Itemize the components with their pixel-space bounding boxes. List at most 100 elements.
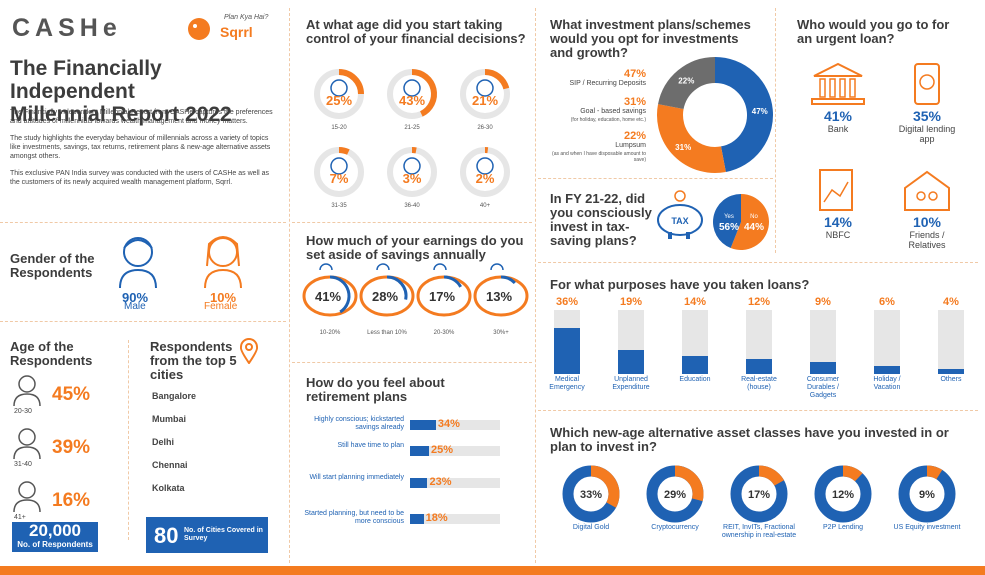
urgent-loan-pct: 14%	[823, 214, 853, 230]
loan-purpose-category: Consumer Durables / Gadgets	[806, 376, 840, 399]
face-icon	[330, 157, 348, 175]
loan-purpose-category: Unplanned Expenditure	[612, 376, 650, 391]
intro-paragraph-2: The study highlights the everyday behavi…	[10, 135, 271, 160]
age-control-label: 21%	[472, 93, 498, 108]
retirement-category: Highly conscious; kickstarted savings al…	[314, 416, 404, 431]
loan-purpose-title: For what purposes have you taken loans?	[550, 277, 810, 292]
alt-asset-value	[758, 465, 784, 486]
age-group-label: 31-40	[14, 461, 32, 468]
retirement-category: Still have time to plan	[337, 442, 404, 449]
piggy-value-arc	[329, 275, 351, 314]
piggy-value-arc	[386, 275, 408, 300]
alt-asset-value	[590, 465, 620, 508]
retirement-bar-track	[410, 420, 500, 430]
savings-label: 28%	[372, 289, 398, 304]
age-control-label: 3%	[403, 171, 422, 186]
investment-slice-label: 22%	[678, 76, 694, 85]
loan-purpose-pct: 9%	[815, 296, 831, 308]
retirement-bar	[410, 420, 436, 430]
retirement-label: 18%	[425, 512, 448, 524]
intro-text: The Financially Independent Millennial R…	[10, 108, 280, 187]
tax-slice	[730, 194, 769, 250]
investment-slice	[657, 104, 726, 173]
age-control-label: 2%	[476, 171, 495, 186]
alt-asset-category: Digital Gold	[572, 524, 610, 531]
tax-no-pct: 44%	[744, 222, 764, 233]
face-icon	[330, 79, 348, 97]
face-icon	[403, 157, 421, 175]
urgent-loan-title: Who would you go to for an urgent loan?	[797, 17, 950, 46]
intro-paragraph-1: The Financially Independent Millennial R…	[10, 109, 273, 125]
face-icon	[403, 79, 421, 97]
age-group-label: 20-30	[14, 408, 32, 415]
tax-icon-label: TAX	[671, 216, 688, 226]
retirement-label: 34%	[437, 418, 460, 430]
tax-no-label: No	[750, 214, 758, 220]
ring-value	[484, 69, 510, 90]
savings-category: 30%+	[493, 330, 509, 336]
bank-icon	[811, 62, 865, 105]
age-group-pct: 16%	[52, 490, 91, 511]
alt-asset-pct: 9%	[919, 489, 935, 501]
retirement-title: How do you feel about retirement plans	[306, 375, 445, 404]
age-control-title: At what age did you start taking control…	[306, 17, 526, 46]
investment-legend-label: Lumpsum	[615, 142, 646, 149]
loan-purpose-category: Education	[679, 376, 711, 383]
loan-purpose-pct: 4%	[943, 296, 959, 308]
age-group-label: 41+	[14, 514, 26, 521]
loan-purpose-bar	[874, 366, 900, 374]
cashe-logo: CASHe	[12, 14, 142, 42]
loan-purpose-track	[938, 310, 964, 374]
age-control-category: 31-35	[331, 203, 347, 209]
urgent-loan-pct: 35%	[912, 108, 942, 124]
urgent-loan-category: Digital lending app	[898, 124, 956, 144]
bottom-orange-bar	[0, 566, 985, 575]
retirement-bar-track	[410, 478, 500, 488]
age-person-icon	[13, 428, 41, 459]
loan-purpose-category: Real-estate (house)	[741, 376, 777, 391]
age-control-category: 40+	[480, 203, 491, 209]
ring-value	[338, 69, 364, 95]
cities-label: No. of Cities Covered in Survey	[184, 527, 263, 542]
column-divider-2	[535, 8, 536, 563]
mobile-app-icon	[914, 63, 940, 105]
male-pct: 90%	[122, 290, 149, 305]
investment-legend-pct: 31%	[623, 96, 646, 108]
investment-legend-label: SIP / Recurring Deposits	[569, 80, 646, 87]
face-icon	[476, 79, 494, 97]
investment-legend-note: (as and when I have disposable amount to…	[552, 151, 646, 163]
location-pin-icon	[240, 338, 258, 364]
alt-asset-category: P2P Lending	[823, 524, 863, 531]
retirement-category: Will start planning immediately	[309, 474, 404, 481]
female-label: Female	[204, 301, 238, 312]
city-item: Bangalore	[152, 391, 197, 401]
face-icon	[476, 157, 494, 175]
coin-slot-icon	[433, 263, 447, 271]
tax-piggy-icon: TAX	[657, 190, 703, 239]
urgent-loan-pct: 41%	[823, 108, 853, 124]
loan-purpose-category: Holiday / Vacation	[873, 376, 901, 391]
age-control-label: 7%	[330, 171, 349, 186]
retirement-label: 25%	[431, 444, 454, 456]
row-divider-right1	[538, 178, 773, 179]
savings-category: Less than 10%	[367, 330, 407, 336]
age-control-category: 26-30	[477, 125, 493, 131]
investment-title: What investment plans/schemes would you …	[550, 17, 751, 60]
title-line-2: Millennial Report 2022	[10, 103, 232, 126]
retirement-label: 23%	[429, 476, 452, 488]
urgent-loan-category: NBFC	[825, 230, 851, 240]
city-item: Kolkata	[152, 483, 185, 493]
row-divider-mid2	[292, 362, 532, 363]
sqrrl-name: Sqrrl	[220, 24, 253, 40]
squirrel-icon	[188, 18, 210, 40]
piggy-value-arc	[500, 275, 516, 285]
savings-label: 13%	[486, 289, 512, 304]
investment-legend-note: (for holiday, education, home etc.)	[570, 117, 646, 123]
loan-purpose-pct: 12%	[747, 296, 771, 308]
tax-yes-label: Yes	[724, 214, 734, 220]
cashe-logo-text: CASHe	[12, 14, 122, 42]
savings-category: 10-20%	[320, 330, 341, 336]
age-control-category: 36-40	[404, 203, 420, 209]
row-divider-right3	[538, 410, 978, 411]
age-control-chart: 25% 15-20 43% 21-25 21% 26-30 7% 31-35 3% 36-40 2%…	[314, 69, 510, 209]
